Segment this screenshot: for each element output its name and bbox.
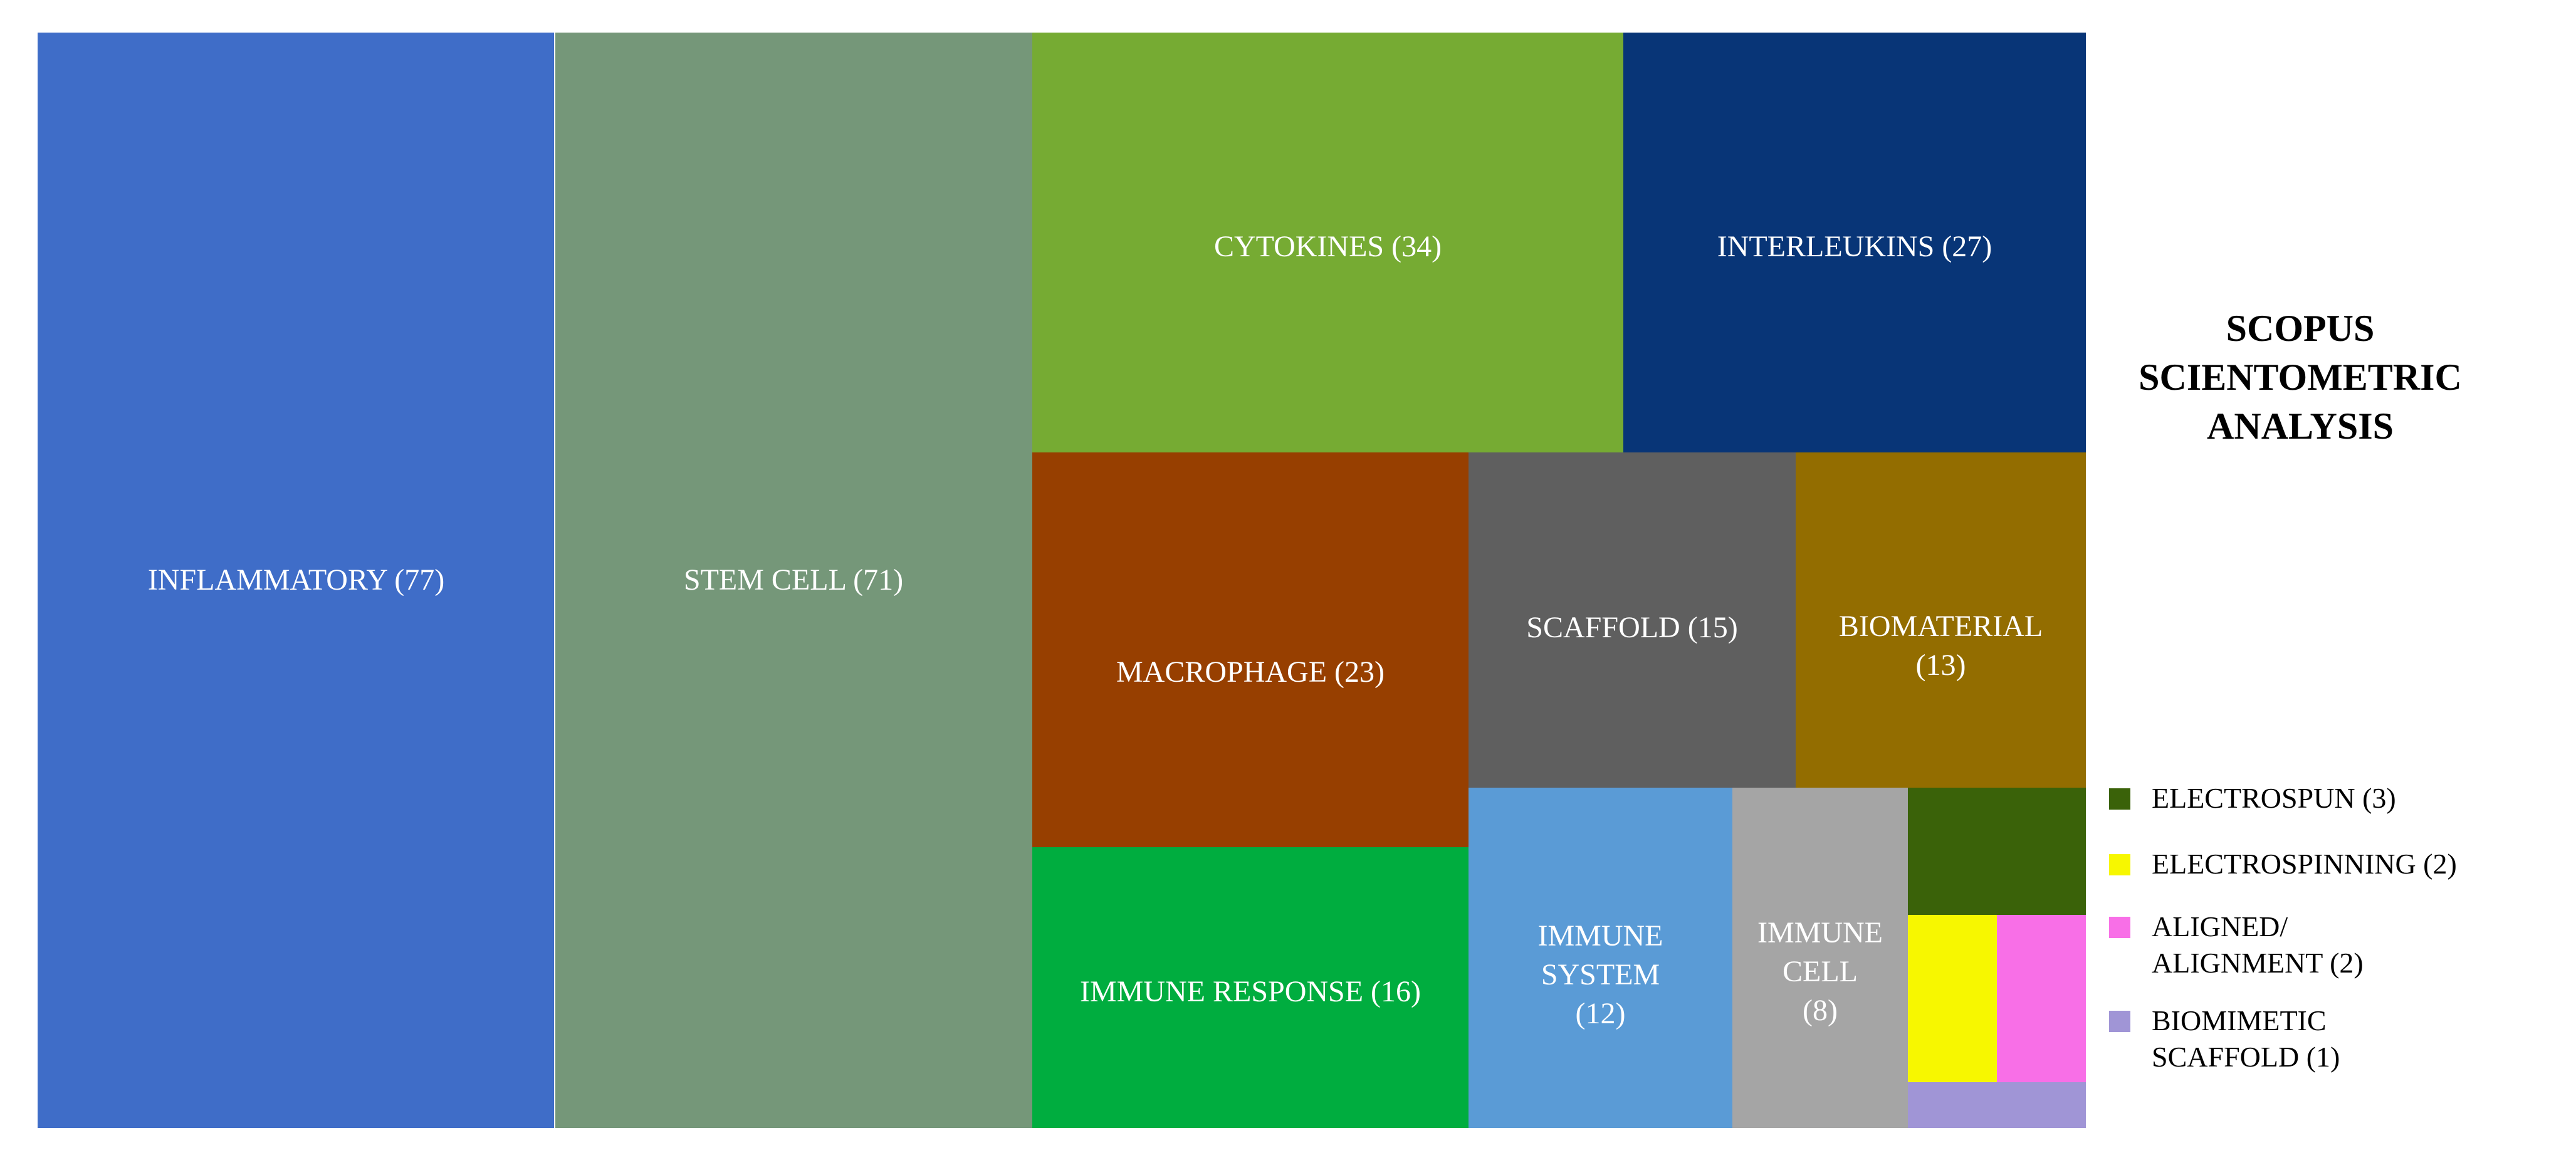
tile-immune-system <box>1469 788 1732 1128</box>
legend-label-electrospinning: ELECTROSPINNING (2) <box>2152 846 2457 882</box>
tile-label-stem-cell: STEM CELL (71) <box>684 563 903 597</box>
legend-swatch-aligned-alignment <box>2109 917 2130 938</box>
tile-biomaterial <box>1796 452 2086 788</box>
tile-label-immune-response: IMMUNE RESPONSE (16) <box>1080 975 1421 1008</box>
legend-label-line: SCAFFOLD (1) <box>2152 1041 2340 1073</box>
legend-label-biomimetic-scaffold: BIOMIMETIC SCAFFOLD (1) <box>2152 1003 2340 1075</box>
tile-aligned-alignment <box>1997 915 2086 1082</box>
legend-label-line: ALIGNMENT (2) <box>2152 947 2364 979</box>
legend-swatch-electrospun <box>2109 788 2130 810</box>
chart-title-line-1: SCOPUS <box>2226 308 2375 349</box>
tile-electrospun <box>1908 788 2086 915</box>
legend-swatch-electrospinning <box>2109 854 2130 875</box>
tile-label-interleukins: INTERLEUKINS (27) <box>1717 230 1992 263</box>
tile-immune-response <box>1032 847 1469 1128</box>
tile-cytokines <box>1032 33 1623 452</box>
legend-item-electrospun: ELECTROSPUN (3) <box>2109 780 2396 816</box>
tile-inflammatory <box>38 33 555 1128</box>
legend-label-line: ALIGNED/ <box>2152 910 2288 942</box>
tile-interleukins <box>1623 33 2086 452</box>
tile-scaffold <box>1469 452 1796 788</box>
tile-label-cytokines: CYTOKINES (34) <box>1214 230 1442 263</box>
legend-item-biomimetic-scaffold: BIOMIMETIC SCAFFOLD (1) <box>2109 1003 2340 1075</box>
chart-title: SCOPUS SCIENTOMETRIC ANALYSIS <box>2112 304 2488 451</box>
legend-label-line: BIOMIMETIC <box>2152 1004 2327 1036</box>
tile-biomimetic-scaffold <box>1908 1082 2086 1128</box>
tile-label-macrophage: MACROPHAGE (23) <box>1116 655 1385 689</box>
legend-swatch-biomimetic-scaffold <box>2109 1011 2130 1032</box>
tile-macrophage <box>1032 452 1469 847</box>
tile-label-immune-system: IMMUNE SYSTEM (12) <box>1538 919 1663 1030</box>
tile-label-immune-cell: IMMUNE CELL (8) <box>1757 916 1883 1027</box>
legend-label-aligned-alignment: ALIGNED/ ALIGNMENT (2) <box>2152 909 2364 981</box>
legend-item-aligned-alignment: ALIGNED/ ALIGNMENT (2) <box>2109 909 2364 981</box>
chart-title-line-2: SCIENTOMETRIC <box>2139 357 2462 398</box>
legend-label-electrospun: ELECTROSPUN (3) <box>2152 780 2396 816</box>
tile-immune-cell <box>1732 788 1908 1128</box>
legend-label-line: ELECTROSPINNING (2) <box>2152 848 2457 880</box>
chart-title-line-3: ANALYSIS <box>2207 405 2394 447</box>
tile-stem-cell <box>555 33 1032 1128</box>
tile-label-biomaterial: BIOMATERIAL (13) <box>1839 610 2043 682</box>
tile-label-scaffold: SCAFFOLD (15) <box>1526 611 1737 644</box>
tile-electrospinning <box>1908 915 1997 1082</box>
legend-label-line: ELECTROSPUN (3) <box>2152 782 2396 814</box>
legend-item-electrospinning: ELECTROSPINNING (2) <box>2109 846 2457 882</box>
tile-label-inflammatory: INFLAMMATORY (77) <box>148 563 444 597</box>
